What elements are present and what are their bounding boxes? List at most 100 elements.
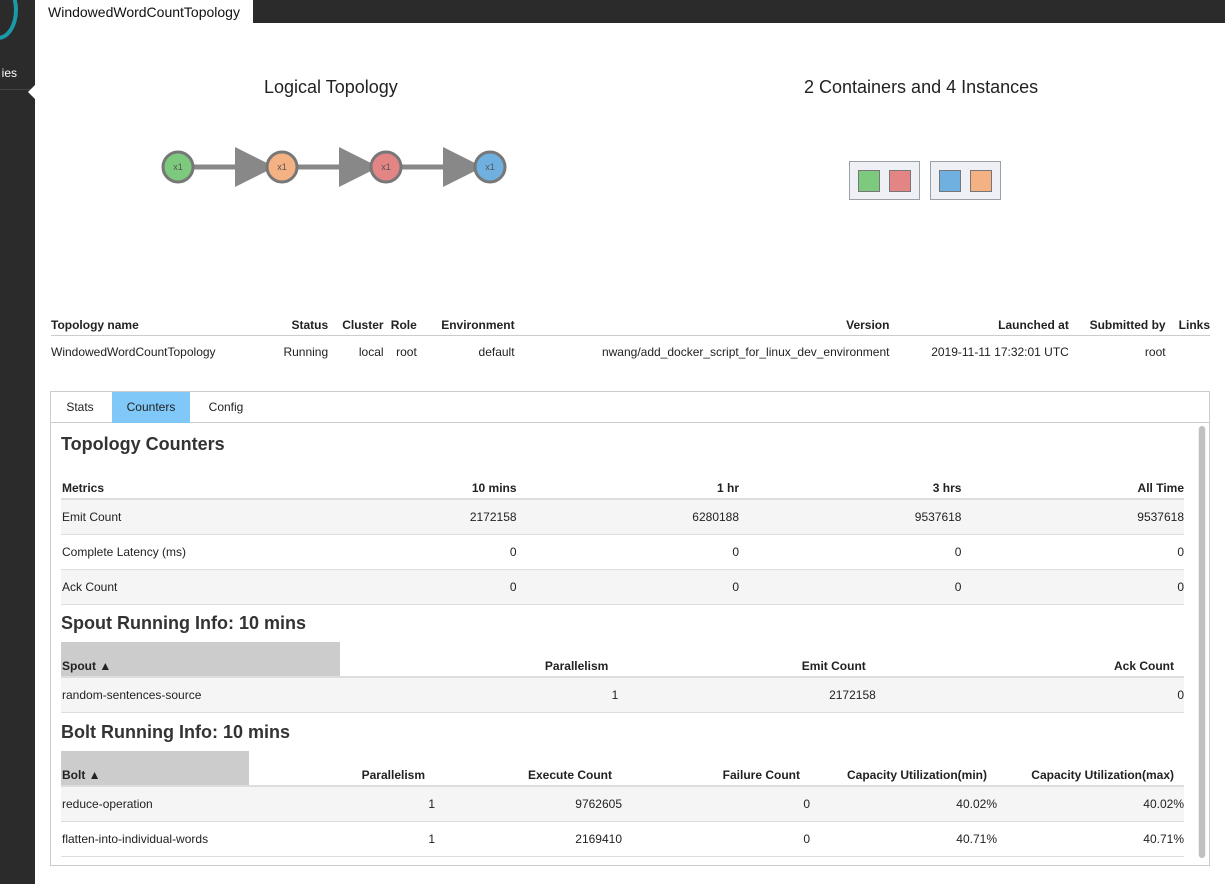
instance-square[interactable] xyxy=(858,170,880,192)
counters-table: Metrics 10 mins 1 hr 3 hrs All Time Emit Cou… xyxy=(61,478,1184,605)
heron-logo[interactable] xyxy=(0,0,18,40)
details-panel: Stats Counters Config Topology Counters … xyxy=(50,391,1210,866)
tab-config[interactable]: Config xyxy=(208,400,244,414)
info-header[interactable]: Topology name xyxy=(51,316,253,336)
column-header[interactable]: Emit Count xyxy=(618,642,906,678)
column-header[interactable]: Failure Count xyxy=(622,751,810,787)
topology-node-circle[interactable] xyxy=(369,150,403,184)
info-header[interactable]: Environment xyxy=(416,316,515,336)
column-header[interactable]: All Time xyxy=(961,478,1184,500)
table-cell: 9537618 xyxy=(739,499,962,535)
physical-plan-title: 2 Containers and 4 Instances xyxy=(804,77,1039,97)
table-cell: 0 xyxy=(622,786,810,822)
table-cell: 40.71% xyxy=(997,821,1184,857)
sidebar: ies xyxy=(0,0,35,884)
table-cell: 0 xyxy=(905,677,1184,713)
table-cell: 9762605 xyxy=(435,786,622,822)
column-header[interactable]: Parallelism xyxy=(340,642,619,678)
spout-row: random-sentences-source 1 2172158 0 xyxy=(61,677,1184,713)
column-header[interactable]: Metrics xyxy=(61,478,226,500)
topology-tab[interactable]: WindowedWordCountTopology xyxy=(35,0,253,23)
info-header[interactable]: Version xyxy=(514,316,890,336)
info-header[interactable]: Submitted by xyxy=(1068,316,1166,336)
tab-stats[interactable]: Stats xyxy=(66,400,94,414)
table-cell: 2169410 xyxy=(435,821,622,857)
table-cell: 2172158 xyxy=(225,499,517,535)
info-header[interactable]: Links xyxy=(1165,316,1210,336)
column-header[interactable]: 1 hr xyxy=(516,478,740,500)
info-header[interactable]: Cluster xyxy=(328,316,384,336)
table-cell: 2172158 xyxy=(618,677,906,713)
info-cell: local xyxy=(358,344,384,359)
table-cell: Complete Latency (ms) xyxy=(61,534,226,570)
topology-node[interactable]: x1 xyxy=(265,150,299,184)
topology-node-label: x1 xyxy=(485,162,495,172)
table-cell: 1 xyxy=(249,821,435,857)
table-cell: 0 xyxy=(516,569,740,605)
instance-square[interactable] xyxy=(889,170,911,192)
sidebar-item-topologies[interactable]: ies xyxy=(1,66,17,80)
column-header[interactable]: Capacity Utilization(min) xyxy=(810,751,997,787)
info-cell: 2019-11-11 17:32:01 UTC xyxy=(931,344,1069,359)
table-cell: 0 xyxy=(739,569,962,605)
table-cell: 0 xyxy=(961,534,1184,570)
table-cell: Emit Count xyxy=(61,499,226,535)
table-cell: 9537618 xyxy=(961,499,1184,535)
table-cell: flatten-into-individual-words xyxy=(61,821,249,857)
table-cell: Ack Count xyxy=(61,569,226,605)
table-cell: reduce-operation xyxy=(61,786,249,822)
topology-node-circle[interactable] xyxy=(473,150,507,184)
topology-node[interactable]: x1 xyxy=(369,150,403,184)
instance-square[interactable] xyxy=(970,170,992,192)
info-cell: nwang/add_docker_script_for_linux_dev_en… xyxy=(601,344,890,359)
info-header[interactable]: Role xyxy=(383,316,417,336)
info-header[interactable]: Launched at xyxy=(889,316,1069,336)
info-header[interactable]: Status xyxy=(252,316,329,336)
table-cell: 6280188 xyxy=(516,499,740,535)
info-cell: root xyxy=(1144,344,1166,359)
topology-node-label: x1 xyxy=(381,162,391,172)
logical-topology-graph: x1 x1 x1 x1 xyxy=(161,147,507,187)
bolt-row: flatten-into-individual-words 1 2169410 0 40… xyxy=(61,821,1184,857)
table-cell: 0 xyxy=(225,534,517,570)
table-cell: 40.02% xyxy=(810,786,997,822)
topology-counters-title: Topology Counters xyxy=(61,434,225,454)
info-cell xyxy=(1166,335,1210,368)
tab-counters[interactable]: Counters xyxy=(112,392,190,423)
table-cell: 1 xyxy=(249,786,435,822)
topology-info-table: Topology name Status Cluster Role Environmen… xyxy=(51,316,1210,368)
column-header[interactable]: Execute Count xyxy=(435,751,622,787)
panel-scrollbar[interactable] xyxy=(1198,426,1206,858)
container-box[interactable] xyxy=(930,161,1001,200)
column-header[interactable]: 3 hrs xyxy=(739,478,962,500)
container-box[interactable] xyxy=(849,161,920,200)
topology-node-label: x1 xyxy=(173,162,183,172)
counter-row: Complete Latency (ms) 0 0 0 0 xyxy=(61,534,1184,570)
topology-node-circle[interactable] xyxy=(265,150,299,184)
topology-node[interactable]: x1 xyxy=(473,150,507,184)
info-cell: default xyxy=(478,344,515,359)
counter-row: Ack Count 0 0 0 0 xyxy=(61,569,1184,605)
table-cell: 40.71% xyxy=(810,821,997,857)
column-header[interactable]: Spout ▲ xyxy=(61,642,341,678)
table-cell: 40.02% xyxy=(997,786,1184,822)
column-header[interactable]: Bolt ▲ xyxy=(61,751,249,787)
counter-row: Emit Count 2172158 6280188 9537618 9537618 xyxy=(61,499,1184,535)
column-header[interactable]: Capacity Utilization(max) xyxy=(997,751,1184,787)
topology-node[interactable]: x1 xyxy=(161,150,195,184)
sidebar-divider xyxy=(0,89,35,90)
column-header[interactable]: 10 mins xyxy=(225,478,517,500)
topology-node-circle[interactable] xyxy=(161,150,195,184)
instance-square[interactable] xyxy=(939,170,961,192)
column-header[interactable]: Ack Count xyxy=(905,642,1184,678)
topology-node-label: x1 xyxy=(277,162,287,172)
info-cell: Running xyxy=(283,344,329,359)
table-cell: 0 xyxy=(961,569,1184,605)
table-cell: 0 xyxy=(739,534,962,570)
spout-info-title: Spout Running Info: 10 mins xyxy=(61,613,306,633)
bolt-row: reduce-operation 1 9762605 0 40.02% 40.02% xyxy=(61,786,1184,822)
tab-bar: Stats Counters Config xyxy=(51,392,1209,423)
column-header[interactable]: Parallelism xyxy=(249,751,435,787)
scrollbar-thumb[interactable] xyxy=(1199,426,1205,858)
table-cell: 0 xyxy=(516,534,740,570)
